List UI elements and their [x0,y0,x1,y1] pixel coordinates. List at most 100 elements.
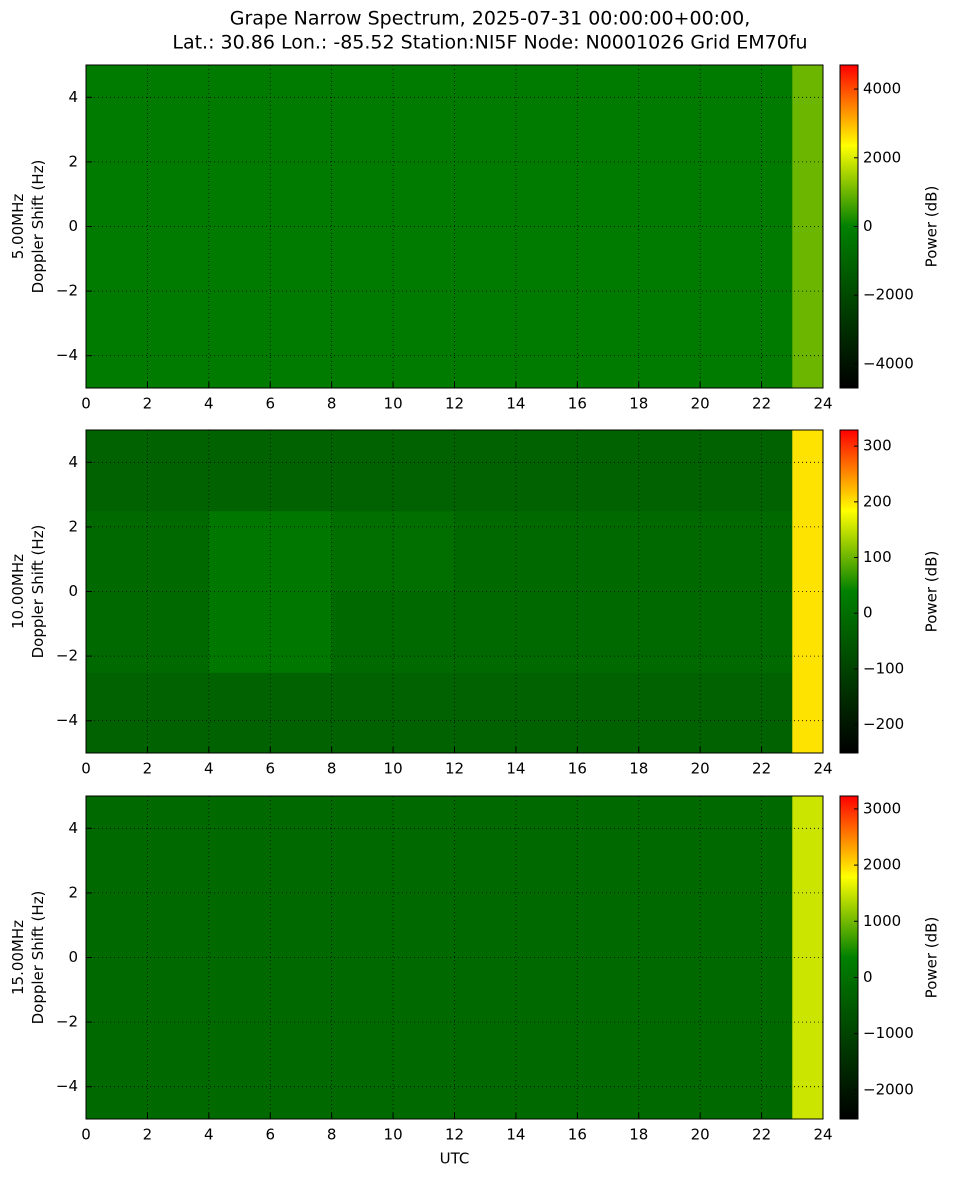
heatmap-cell [454,876,517,958]
heatmap-cell [331,430,394,512]
x-tick-label: 20 [691,395,710,413]
heatmap-cell [208,145,271,227]
heatmap-cell [270,591,333,673]
heatmap-cell [454,65,517,147]
heatmap-cell [147,672,210,754]
heatmap-cell [331,876,394,958]
heatmap-cell [700,226,763,308]
heatmap-cell [638,876,701,958]
heatmap-cell [270,430,333,512]
heatmap-cell [577,145,640,227]
y-tick-label: 0 [68,217,78,235]
y-axis-label-line: 10.00MHz [9,554,27,629]
y-tick-label: −2 [56,282,78,300]
x-tick-label: 6 [265,1126,275,1144]
heatmap-cell [761,145,793,227]
heatmap-cell [147,510,210,592]
heatmap-cell [761,591,793,673]
heatmap-cell [577,430,640,512]
heatmap-cell [761,957,793,1039]
heatmap-cell [270,1038,333,1120]
heatmap-cell [577,1038,640,1120]
colorbar-label: Power (dB) [923,917,941,999]
heatmap-cell [454,430,517,512]
x-tick-label: 24 [813,395,832,413]
heatmap-cell [515,1038,578,1120]
heatmap-cell [792,430,824,512]
x-tick-label: 18 [629,1126,648,1144]
heatmap-cell [638,145,701,227]
heatmap-cell [86,145,148,227]
title-line: Lat.: 30.86 Lon.: -85.52 Station:NI5F No… [172,32,807,54]
heatmap-cell [208,430,271,512]
x-tick-label: 4 [204,760,214,778]
heatmap-cell [700,307,763,389]
heatmap-cell [515,796,578,878]
heatmap-cell [577,957,640,1039]
heatmap-cell [393,591,455,673]
y-tick-label: −2 [56,647,78,665]
heatmap-cell [792,672,824,754]
y-tick-label: −4 [56,711,78,729]
heatmap-cell [454,510,517,592]
heatmap-cell [792,796,824,878]
x-tick-label: 0 [81,1126,91,1144]
colorbar [839,429,859,754]
heatmap-cell [515,591,578,673]
heatmap-cell [454,957,517,1039]
colorbar [839,795,859,1120]
x-tick-label: 18 [629,760,648,778]
colorbar-tick-label: −200 [863,715,904,733]
heatmap-cell [331,591,394,673]
heatmap-cell [454,672,517,754]
heatmap-cell [393,876,455,958]
x-tick-label: 12 [445,760,464,778]
heatmap-cell [208,1038,271,1120]
heatmap-cell [86,957,148,1039]
heatmap-cell [577,672,640,754]
colorbar-tick-label: 100 [863,548,892,566]
heatmap-cell [700,430,763,512]
x-tick-label: 20 [691,760,710,778]
heatmap-cell [208,307,271,389]
y-tick-label: −4 [56,1077,78,1095]
heatmap-cell [270,957,333,1039]
x-tick-label: 22 [752,760,771,778]
heatmap-cell [454,145,517,227]
y-axis-label: 15.00MHz Doppler Shift (Hz) [9,891,47,1025]
heatmap-cell [700,957,763,1039]
heatmap-cell [86,796,148,878]
heatmap-cell [577,876,640,958]
colorbar-tick-label: 3000 [863,799,901,817]
x-tick-label: 2 [143,1126,153,1144]
heatmap-cell [761,226,793,308]
y-tick-label: 4 [68,88,78,106]
heatmap-cell [700,796,763,878]
heatmap-cell [577,796,640,878]
x-tick-label: 20 [691,1126,710,1144]
y-tick-label: 0 [68,948,78,966]
heatmap-cell [86,430,148,512]
x-tick-label: 14 [506,1126,525,1144]
heatmap-cell [270,876,333,958]
heatmap-cell [208,672,271,754]
heatmap-cell [147,796,210,878]
y-tick-label: −2 [56,1013,78,1031]
x-tick-label: 0 [81,760,91,778]
x-tick-label: 12 [445,1126,464,1144]
heatmap-cell [147,591,210,673]
colorbar-tick-label: −1000 [863,1024,914,1042]
x-tick-label: 16 [568,760,587,778]
heatmap-cell [86,1038,148,1120]
x-tick-label: 22 [752,1126,771,1144]
heatmap-cell [454,1038,517,1120]
x-tick-label: 12 [445,395,464,413]
x-tick-label: 24 [813,760,832,778]
y-tick-label: 2 [68,517,78,535]
heatmap-cell [147,226,210,308]
heatmap-cell [700,672,763,754]
heatmap-cell [638,672,701,754]
heatmap-cell [331,1038,394,1120]
heatmap-cell [393,672,455,754]
